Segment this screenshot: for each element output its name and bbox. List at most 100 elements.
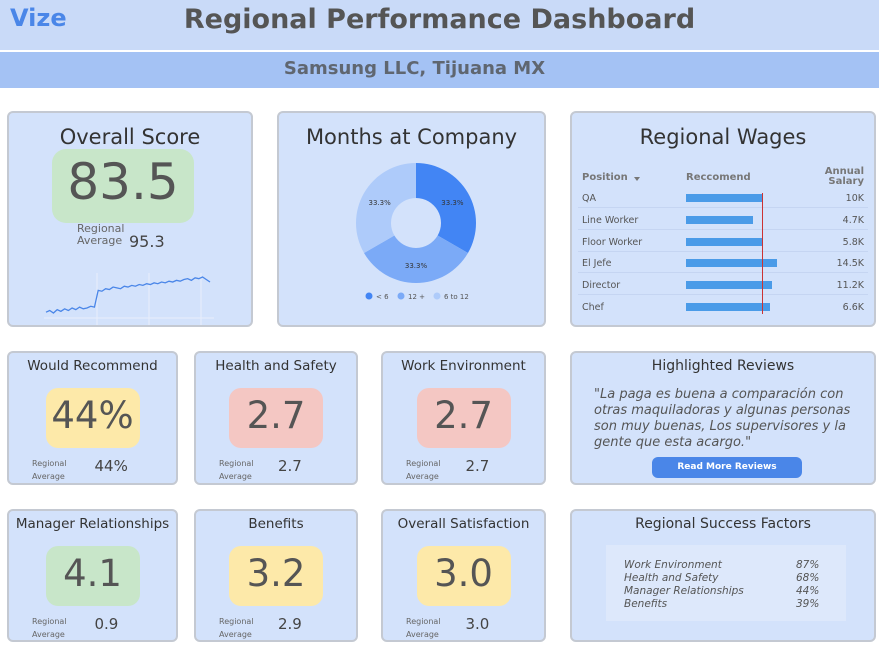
position: Line Worker [582, 214, 639, 226]
factor-name: Benefits [624, 598, 668, 610]
column-header: Position [582, 172, 628, 183]
card-title: Would Recommend [27, 358, 158, 374]
position: El Jefe [582, 258, 612, 270]
position: QA [582, 193, 596, 204]
subtitle: Samsung LLC, Tijuana MX [283, 58, 546, 79]
regional-value: 0.9 [94, 615, 119, 633]
row-divider [578, 228, 868, 230]
review-quote: "La paga es buena a comparación con otra… [594, 387, 851, 450]
reference-line [762, 193, 764, 314]
metric-card: Manager Relationships 4.1 Regional Average… [7, 509, 178, 642]
salary: 6.6K [842, 302, 864, 313]
score-box [52, 149, 194, 223]
score-box [45, 388, 140, 448]
card-title: Health and Safety [215, 358, 337, 374]
recommend-bar [686, 237, 763, 246]
score: 3.0 [434, 552, 493, 595]
success-card: Regional Success Factors Work Environment… [570, 509, 876, 642]
reviews-card: Highlighted Reviews "La paga es buena a c… [570, 351, 876, 485]
recommend-bar [686, 303, 771, 311]
legend-swatch [365, 292, 373, 300]
donut-segment [416, 163, 476, 253]
position: Floor Worker [582, 236, 643, 248]
salary: 5.8K [842, 236, 864, 248]
card-title: Manager Relationships [15, 516, 170, 532]
metric-card: Work Environment 2.7 Regional Average 2.7 [381, 351, 546, 485]
row-divider [578, 250, 868, 252]
metric-card: Would Recommend 44% Regional Average 44% [7, 351, 178, 485]
metric-card: Overall Satisfaction 3.0 Regional Average 3… [381, 509, 546, 642]
position: Chef [582, 302, 604, 313]
row-divider [578, 294, 868, 296]
segment-label: 33.3% [441, 199, 464, 207]
salary: 10K [845, 193, 864, 204]
metric-card: Benefits 3.2 Regional Average 2.9 [194, 509, 358, 642]
card-title: Highlighted Reviews [651, 358, 795, 374]
legend-swatch [433, 292, 441, 300]
page-title: Regional Performance Dashboard [183, 4, 696, 35]
legend-label: 6 to 12 [444, 293, 469, 301]
regional-label: Regional Average [32, 459, 67, 481]
months-card: Months at Company 33.3% 33.3% 33.3% < 6 12 + 6… [277, 111, 546, 327]
subtitle-bar [0, 52, 879, 88]
card-title: Regional Wages [639, 125, 807, 149]
regional-label: Regional Average [406, 459, 441, 481]
legend-label: < 6 [376, 293, 389, 301]
score-box [45, 546, 140, 606]
regional-label: Regional Average [406, 617, 441, 639]
factor-name: Work Environment [624, 559, 722, 571]
wages-table: Position Reccomend Annual Salary QA 10K Line … [572, 165, 874, 314]
salary: 4.7K [842, 214, 864, 226]
logo[interactable]: Vize [10, 4, 67, 32]
regional-value: 2.9 [278, 615, 302, 633]
donut: 33.3% 33.3% 33.3% < 6 12 + 6 to 12 [356, 163, 476, 301]
column-header: Reccomend [686, 172, 751, 183]
score-box [416, 546, 511, 606]
wages-card: Regional Wages Position Reccomend Annual Sa… [570, 111, 876, 327]
score: 3.2 [246, 552, 306, 595]
regional-label: Regional Average [77, 222, 125, 247]
row-divider [578, 207, 868, 208]
card-title: Regional Success Factors [635, 516, 811, 532]
card-title: Benefits [248, 516, 304, 532]
card-title: Overall Satisfaction [397, 516, 530, 532]
regional-value: 3.0 [465, 615, 490, 633]
recommend-bar [686, 281, 772, 290]
card-title: Months at Company [305, 125, 518, 149]
legend-label: 12 + [408, 293, 425, 301]
position: Director [582, 280, 621, 292]
segment-label: 33.3% [369, 199, 392, 207]
factor-name: Manager Relationships [624, 585, 744, 597]
recommend-bar [686, 215, 753, 224]
donut-segment [356, 163, 416, 253]
header-bar [0, 0, 879, 50]
regional-value: 2.7 [278, 457, 302, 475]
score: 44% [51, 394, 134, 437]
regional-label: Regional Average [219, 459, 254, 481]
factor-value: 68% [796, 572, 820, 584]
column-header: Annual Salary [824, 166, 864, 187]
sort-icon[interactable] [634, 177, 640, 181]
segment-label: 33.3% [405, 262, 428, 270]
factor-name: Health and Safety [624, 572, 719, 584]
read-more-button[interactable]: Read More Reviews [652, 457, 802, 478]
factors-box: Work Environment 87% Health and Safety 68% M… [606, 545, 846, 621]
row-divider [578, 272, 868, 274]
trend-line [45, 276, 211, 314]
regional-label: Regional Average [32, 617, 67, 639]
recommend-bar [686, 194, 763, 202]
donut-segment [364, 235, 468, 283]
score-box [416, 388, 511, 448]
score-box [229, 546, 323, 606]
factor-value: 87% [796, 559, 820, 571]
salary: 14.5K [836, 258, 864, 270]
regional-value: 2.7 [465, 457, 490, 475]
score-box [229, 388, 323, 448]
metric-card: Health and Safety 2.7 Regional Average 2.7 [194, 351, 358, 485]
overall-card: Overall Score 83.5 Regional Average 95.3 [7, 111, 253, 327]
score: 83.5 [67, 153, 179, 211]
regional-value: 44% [94, 457, 128, 475]
factor-value: 44% [796, 585, 820, 597]
factor-value: 39% [796, 598, 820, 610]
